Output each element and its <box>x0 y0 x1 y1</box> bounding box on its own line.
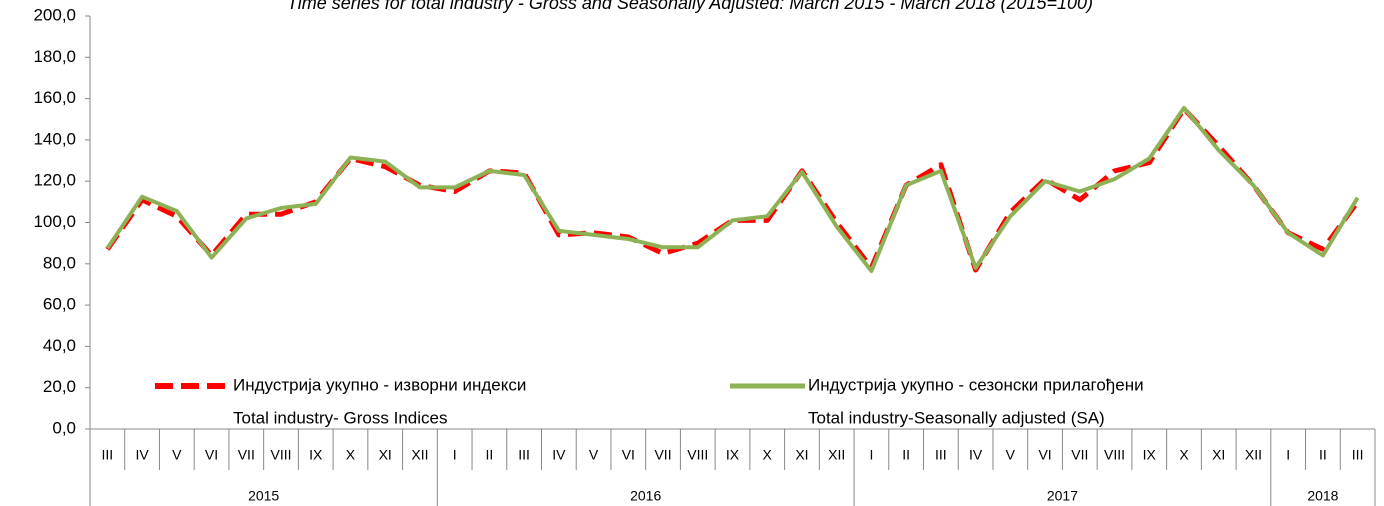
x-tick-label: I <box>869 447 873 463</box>
x-tick-label: XI <box>1212 447 1225 463</box>
x-tick-label: I <box>1286 447 1290 463</box>
year-label: 2015 <box>248 488 279 504</box>
x-tick-label: VI <box>205 447 218 463</box>
x-tick-label: I <box>453 447 457 463</box>
x-tick-label: IV <box>552 447 566 463</box>
x-tick-label: X <box>763 447 773 463</box>
x-tick-label: VIII <box>271 447 292 463</box>
x-tick-label: II <box>1319 447 1327 463</box>
x-tick-label: III <box>1352 447 1364 463</box>
y-tick-label: 200,0 <box>33 5 76 24</box>
legend-label: Индустрија укупно - сезонски прилагођени <box>808 375 1144 394</box>
x-tick-label: VIII <box>1104 447 1125 463</box>
x-tick-label: IX <box>1143 447 1157 463</box>
legend-label: Индустрија укупно - изворни индекси <box>233 375 526 394</box>
x-tick-label: IX <box>309 447 323 463</box>
x-tick-label: X <box>346 447 356 463</box>
x-tick-label: IX <box>726 447 740 463</box>
legend-label: Total industry-Seasonally adjusted (SA) <box>808 408 1105 427</box>
y-tick-label: 100,0 <box>33 212 76 231</box>
y-tick-label: 0,0 <box>52 418 76 437</box>
legend-label: Total industry- Gross Indices <box>233 408 447 427</box>
x-tick-label: V <box>589 447 599 463</box>
x-tick-label: II <box>486 447 494 463</box>
series-line <box>105 105 1360 273</box>
x-tick-label: IV <box>969 447 983 463</box>
x-tick-label: V <box>1006 447 1016 463</box>
x-tick-label: X <box>1179 447 1189 463</box>
x-tick-label: III <box>102 447 114 463</box>
y-tick-label: 140,0 <box>33 129 76 148</box>
x-tick-label: V <box>172 447 182 463</box>
x-tick-label: XII <box>1245 447 1262 463</box>
x-tick-label: VII <box>654 447 671 463</box>
x-tick-label: IV <box>135 447 149 463</box>
x-tick-label: XII <box>411 447 428 463</box>
x-tick-label: XI <box>795 447 808 463</box>
x-tick-label: II <box>902 447 910 463</box>
x-tick-label: VIII <box>687 447 708 463</box>
x-tick-label: VI <box>1038 447 1051 463</box>
x-tick-label: XI <box>379 447 392 463</box>
y-tick-label: 120,0 <box>33 171 76 190</box>
x-tick-label: VII <box>238 447 255 463</box>
x-tick-label: III <box>518 447 530 463</box>
x-tick-label: VII <box>1071 447 1088 463</box>
year-label: 2017 <box>1047 488 1078 504</box>
y-tick-label: 60,0 <box>43 295 76 314</box>
chart-title: Time series for total industry - Gross a… <box>287 0 1093 13</box>
x-tick-label: VI <box>622 447 635 463</box>
series-line <box>105 106 1360 273</box>
y-tick-label: 160,0 <box>33 88 76 107</box>
year-label: 2018 <box>1307 488 1338 504</box>
x-tick-label: XII <box>828 447 845 463</box>
y-tick-label: 40,0 <box>43 336 76 355</box>
y-tick-label: 180,0 <box>33 47 76 66</box>
y-tick-label: 20,0 <box>43 377 76 396</box>
y-tick-label: 80,0 <box>43 253 76 272</box>
year-label: 2016 <box>630 488 661 504</box>
x-tick-label: III <box>935 447 947 463</box>
